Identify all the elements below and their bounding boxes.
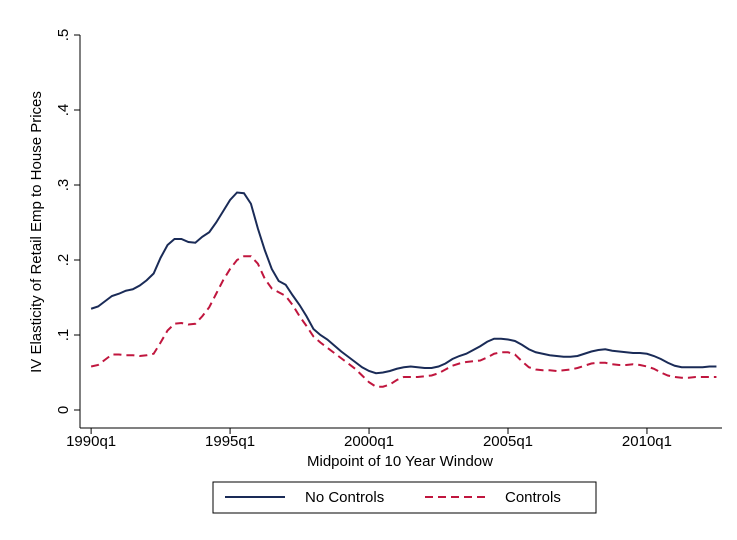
x-tick-label: 2010q1 bbox=[622, 433, 672, 450]
y-tick-label: .1 bbox=[55, 329, 72, 342]
y-tick-label: 0 bbox=[55, 406, 72, 414]
legend-label: Controls bbox=[505, 489, 561, 506]
series-line bbox=[90, 191, 717, 375]
x-tick-label: 2005q1 bbox=[483, 433, 533, 450]
x-tick-label: 2000q1 bbox=[344, 433, 394, 450]
series-line bbox=[90, 255, 717, 388]
x-tick-label: 1995q1 bbox=[205, 433, 255, 450]
legend-label: No Controls bbox=[305, 489, 384, 506]
y-tick-label: .5 bbox=[55, 29, 72, 42]
x-axis-label: Midpoint of 10 Year Window bbox=[307, 453, 493, 470]
y-tick-label: .2 bbox=[55, 254, 72, 267]
x-tick-label: 1990q1 bbox=[66, 433, 116, 450]
y-axis-label: IV Elasticity of Retail Emp to House Pri… bbox=[28, 91, 45, 373]
y-tick-label: .3 bbox=[55, 179, 72, 192]
y-tick-label: .4 bbox=[55, 104, 72, 117]
